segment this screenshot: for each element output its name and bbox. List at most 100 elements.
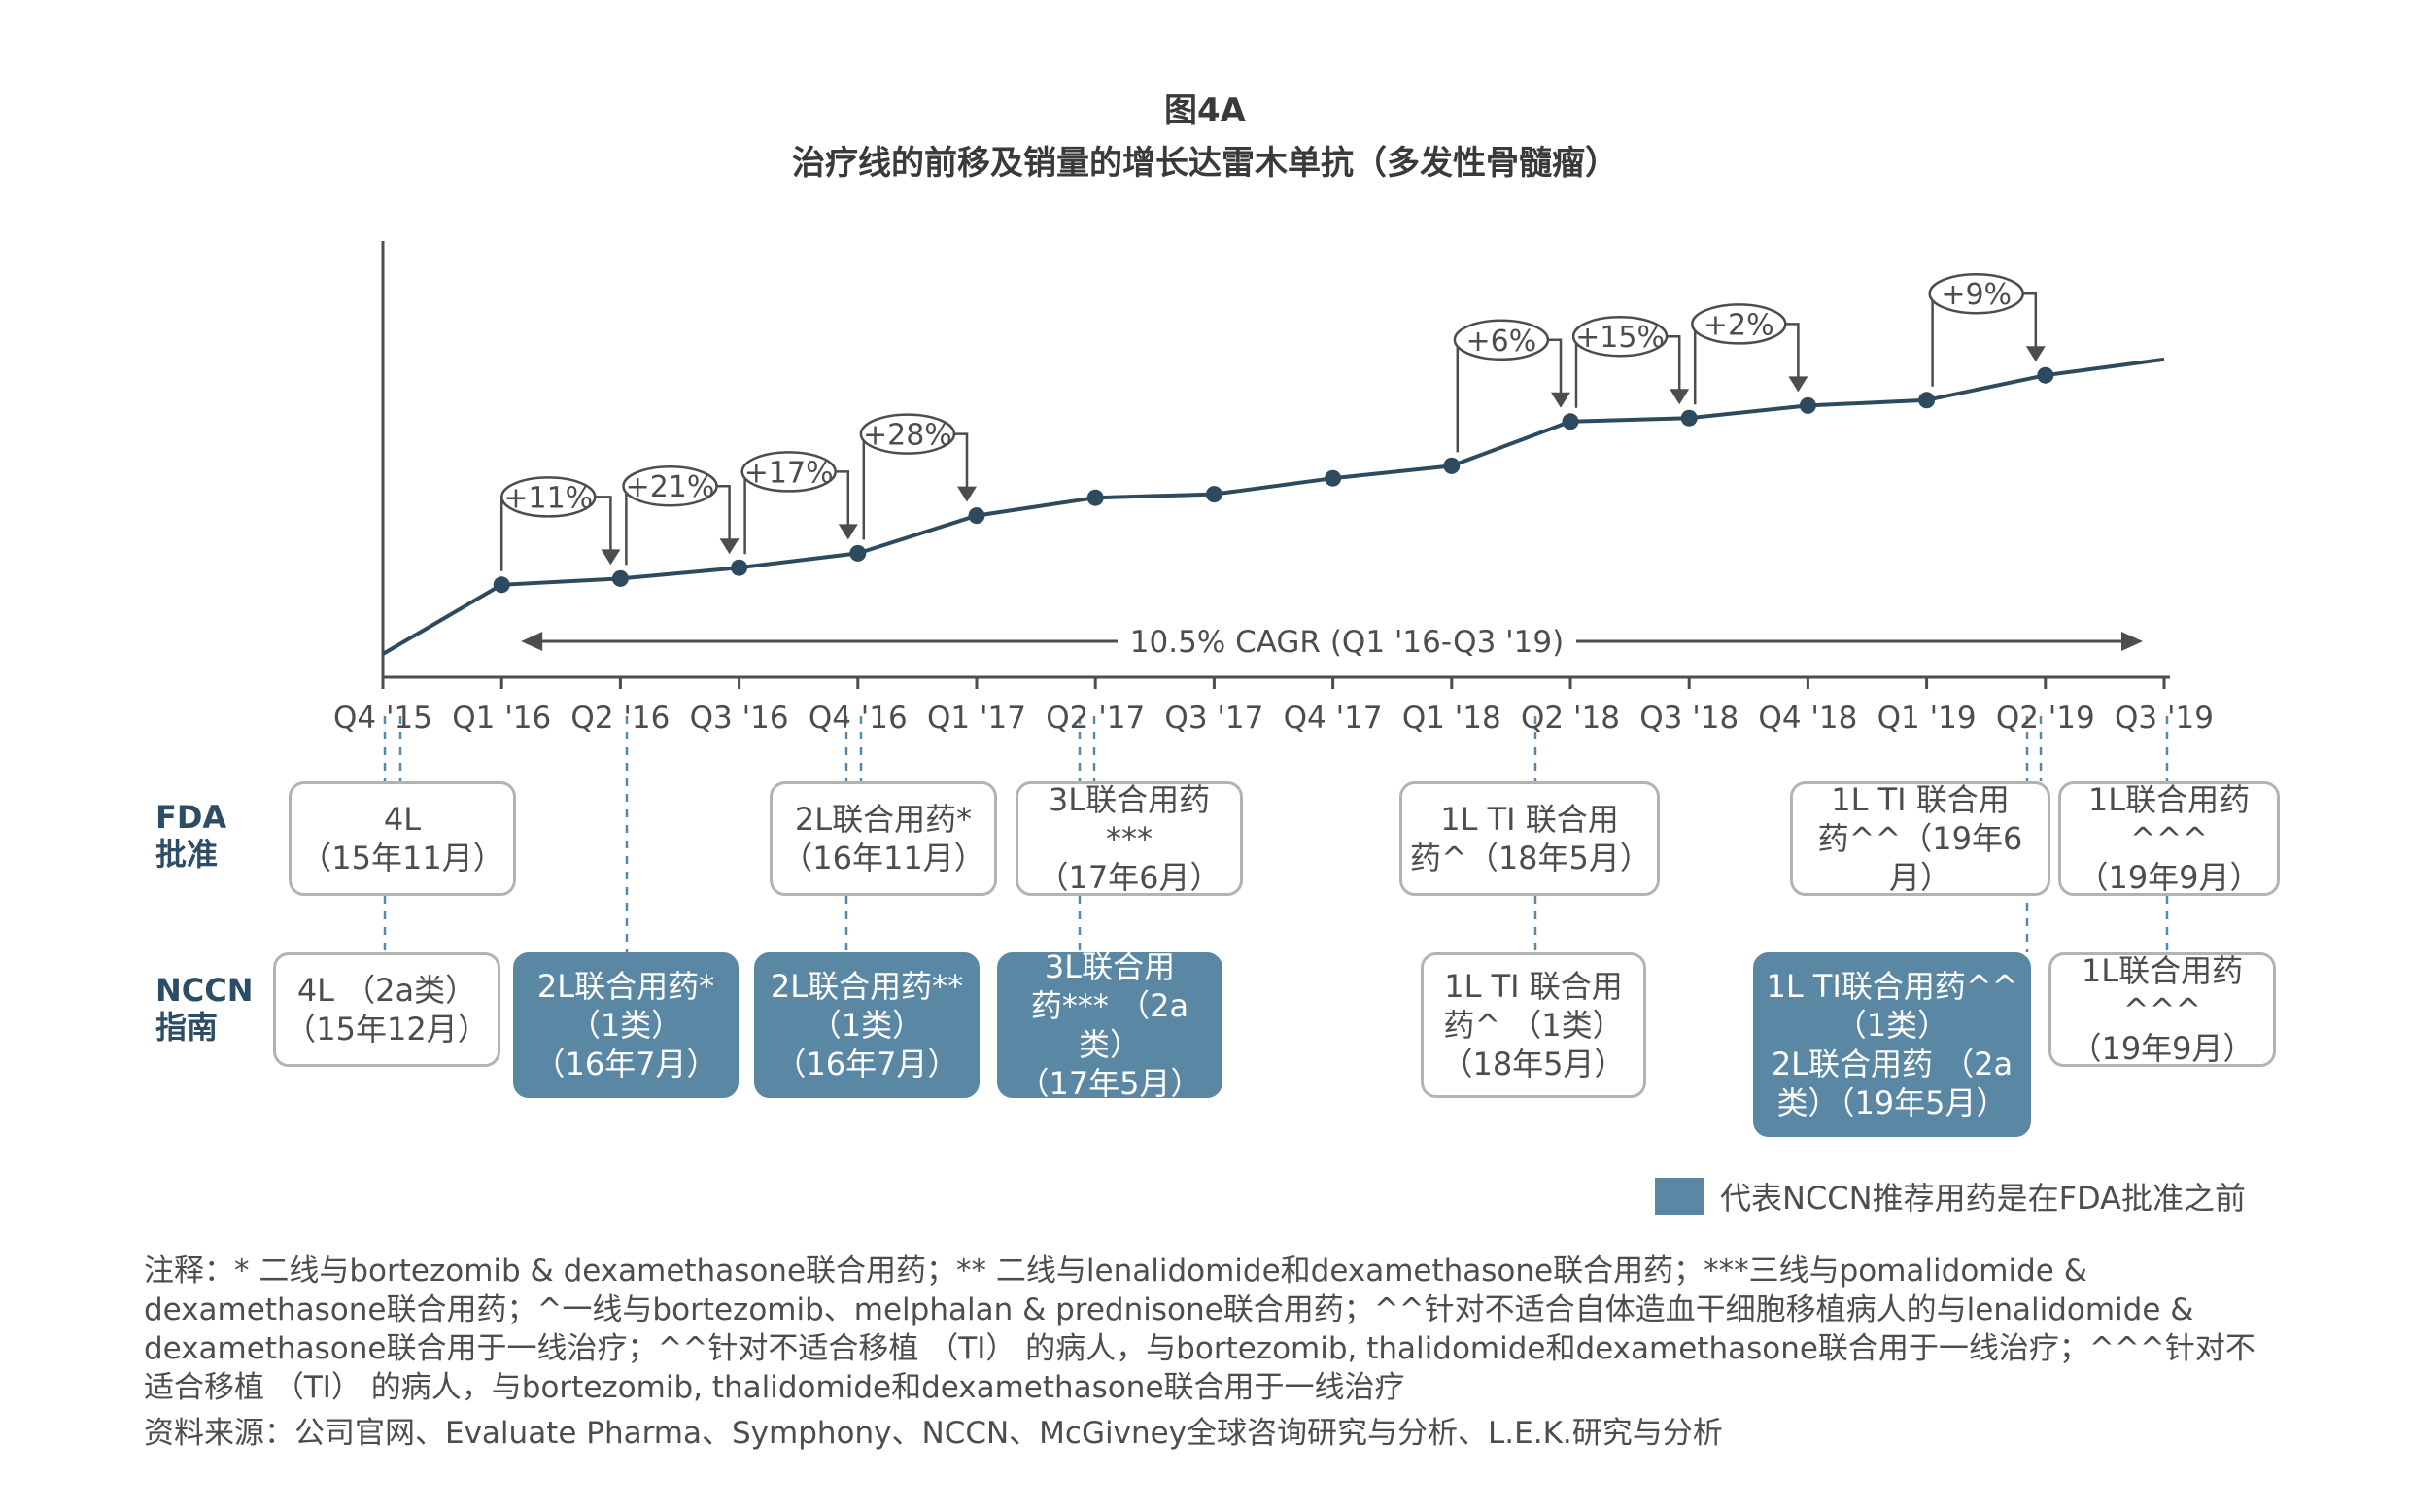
growth-label: +6%	[1466, 325, 1537, 359]
growth-annotation: +6%	[1453, 319, 1570, 453]
x-tick-label: Q2 '16	[570, 701, 670, 736]
growth-label: +15%	[1575, 321, 1665, 355]
growth-arrowhead	[719, 538, 740, 555]
cagr-arrowhead-right	[2121, 632, 2143, 651]
data-point	[493, 576, 510, 594]
nccn-box-text: 3L联合用 药*** （2a类） （17年5月）	[1017, 948, 1202, 1102]
growth-label: +9%	[1941, 278, 2012, 312]
footnote: 注释：* 二线与bortezomib & dexamethasone联合用药；*…	[144, 1254, 2255, 1405]
growth-bubble	[1571, 315, 1669, 358]
data-point	[1086, 489, 1104, 506]
data-point	[1443, 457, 1461, 474]
data-point	[611, 569, 629, 587]
fda-box-1l-ti-2019: 1L TI 联合用 药^^（19年6月）	[1790, 781, 2050, 896]
growth-label: +2%	[1704, 308, 1774, 342]
fda-box-text: 3L联合用药*** （17年6月）	[1037, 781, 1222, 896]
nccn-box-text: 2L联合用药* （1类） （16年7月）	[534, 968, 718, 1082]
x-tick-label: Q1 '18	[1402, 701, 1501, 736]
nccn-box-3l: 3L联合用 药*** （2a类） （17年5月）	[997, 948, 1222, 1102]
fda-box-1l-ti-2018: 1L TI 联合用 药^（18年5月）	[1399, 781, 1660, 896]
nccn-box-text: 1L TI联合用药^^ （1类） 2L联合用药 （2a 类）（19年5月）	[1766, 968, 2018, 1121]
fda-row-label-line1: FDA	[155, 799, 227, 836]
growth-annotation: +2%	[1691, 303, 1808, 405]
growth-annotation: +28%	[859, 413, 977, 540]
data-point	[849, 544, 867, 562]
growth-arrowhead	[601, 549, 621, 566]
growth-annotation: +15%	[1571, 315, 1690, 408]
growth-bubble	[1691, 303, 1787, 345]
nccn-box-1l-combo: 1L联合用药^^^ （19年9月）	[2048, 952, 2276, 1067]
legend-text: 代表NCCN推荐用药是在FDA批准之前	[1720, 1180, 2246, 1217]
growth-arrowhead	[1788, 376, 1808, 393]
figure-title: 治疗线的前移及销量的增长达雷木单抗（多发性骨髓瘤）	[792, 144, 1618, 183]
legend-swatch	[1655, 1178, 1704, 1215]
growth-annotations: +11% +21% +17% +28% +6% +15% +2% +9%	[499, 272, 2046, 571]
fda-box-2l: 2L联合用药* （16年11月）	[770, 781, 997, 896]
growth-label: +21%	[626, 470, 715, 504]
dashed-connectors	[383, 716, 2169, 952]
cagr-annotation: 10.5% CAGR (Q1 '16-Q3 '19)	[521, 625, 2143, 660]
fda-box-text: 1L TI 联合用 药^^（19年6月）	[1817, 781, 2023, 896]
data-point	[1799, 396, 1816, 414]
x-tick-label: Q1 '19	[1877, 701, 1977, 736]
growth-label: +28%	[863, 419, 952, 453]
nccn-row-label-line2: 指南	[155, 1009, 219, 1046]
data-point	[1325, 469, 1342, 487]
data-point	[968, 507, 985, 525]
data-point	[1918, 392, 1936, 409]
x-tick-label: Q2 '19	[1996, 701, 2095, 736]
growth-annotation: +21%	[622, 464, 740, 566]
data-point	[1205, 486, 1222, 503]
fda-box-4l: 4L （15年11月）	[289, 781, 516, 896]
fda-box-3l: 3L联合用药*** （17年6月）	[1016, 781, 1243, 896]
nccn-box-text: 1L联合用药^^^ （19年9月）	[2070, 952, 2255, 1067]
x-tick-label: Q3 '16	[690, 701, 789, 736]
growth-annotation: +11%	[499, 476, 621, 571]
series-line	[381, 357, 2165, 656]
growth-arrowhead	[2025, 346, 2046, 362]
fda-box-text: 2L联合用药* （16年11月）	[781, 801, 985, 876]
fda-row-label-line2: 批准	[155, 836, 219, 873]
nccn-box-1l-ti-2019: 1L TI联合用药^^ （1类） 2L联合用药 （2a 类）（19年5月）	[1753, 952, 2031, 1137]
figure-number: 图4A	[1164, 91, 1246, 130]
nccn-box-text: 2L联合用药** （1类） （16年7月）	[770, 968, 964, 1082]
x-tick-label: Q4 '17	[1284, 701, 1383, 736]
x-tick-label: Q4 '15	[333, 701, 432, 736]
nccn-row-label: NCCN 指南	[155, 972, 254, 1046]
growth-arrowhead	[957, 486, 977, 502]
nccn-box-text: 1L TI 联合用 药^ （1类） （18年5月）	[1441, 968, 1626, 1082]
data-point	[1680, 409, 1698, 427]
x-tick-label: Q2 '17	[1046, 701, 1145, 736]
data-point	[731, 559, 748, 576]
fda-box-1l-combo: 1L联合用药^^^ （19年9月）	[2058, 781, 2280, 896]
x-tick-label: Q3 '18	[1639, 701, 1739, 736]
source-note: 资料来源：公司官网、Evaluate Pharma、Symphony、NCCN、…	[144, 1416, 1723, 1451]
x-tick-label: Q3 '19	[2115, 701, 2214, 736]
nccn-box-1l-ti-2018: 1L TI 联合用 药^ （1类） （18年5月）	[1421, 952, 1646, 1098]
x-tick-label: Q2 '18	[1521, 701, 1620, 736]
growth-label: +11%	[503, 481, 593, 515]
growth-label: +17%	[744, 456, 834, 490]
growth-bubble	[622, 464, 718, 507]
x-tick-label: Q3 '17	[1164, 701, 1263, 736]
growth-bubble	[1928, 272, 2024, 315]
growth-arrowhead	[1670, 389, 1690, 405]
growth-arrowhead	[838, 524, 858, 540]
fda-box-text: 1L TI 联合用 药^（18年5月）	[1410, 801, 1651, 876]
cagr-label: 10.5% CAGR (Q1 '16-Q3 '19)	[1130, 625, 1564, 660]
data-point	[1562, 413, 1579, 430]
nccn-box-2l-star: 2L联合用药* （1类） （16年7月）	[513, 952, 739, 1098]
nccn-box-4l: 4L （2a类） （15年12月）	[273, 952, 500, 1067]
nccn-box-text: 4L （2a类） （15年12月）	[285, 972, 489, 1048]
fda-box-text: 1L联合用药^^^ （19年9月）	[2077, 781, 2261, 896]
fda-box-text: 4L （15年11月）	[300, 801, 504, 876]
chart-axes: Q4 '15 Q1 '16 Q2 '16 Q3 '16 Q4 '16 Q1 '17 Q2 '…	[333, 241, 2214, 736]
growth-bubble	[500, 476, 597, 518]
nccn-row-label-line1: NCCN	[155, 972, 254, 1009]
series-layer	[381, 357, 2165, 656]
x-tick-label: Q4 '16	[809, 701, 908, 736]
growth-annotation: +17%	[740, 451, 858, 555]
fda-row-label: FDA 批准	[155, 799, 226, 873]
growth-bubble	[1453, 319, 1550, 361]
